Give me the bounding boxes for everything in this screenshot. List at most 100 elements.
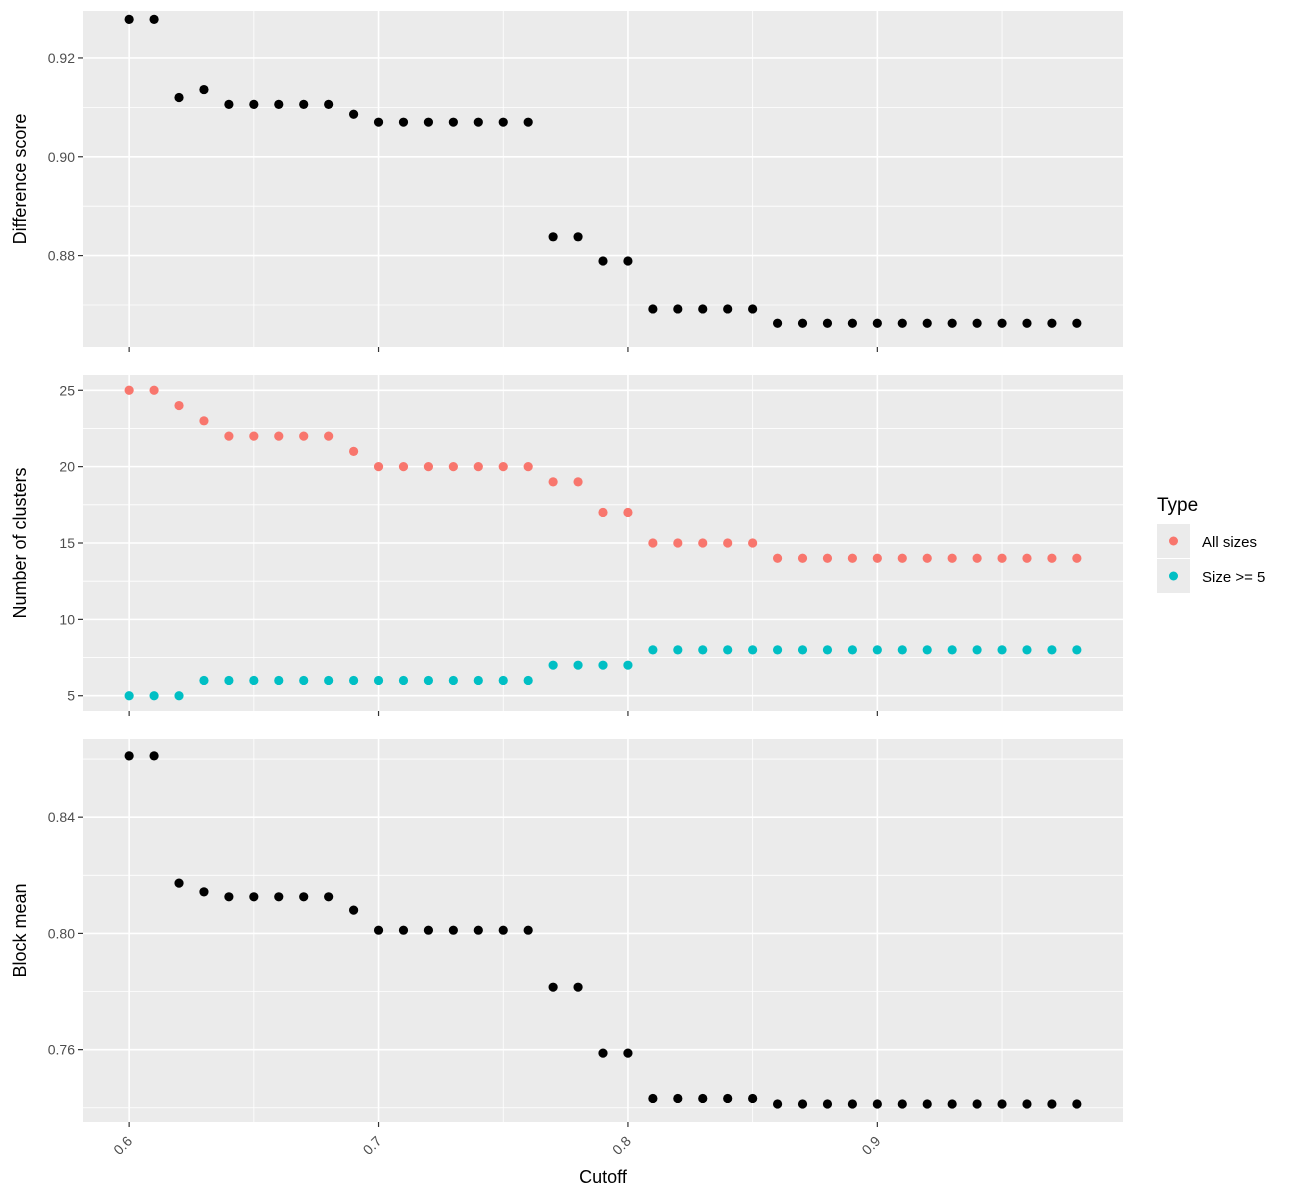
data-point <box>523 925 533 935</box>
panel-1: 0.88 0.90 0.92 Difference score <box>10 11 1123 352</box>
data-point <box>947 318 957 328</box>
y-tick-label: 15 <box>59 535 75 551</box>
data-point <box>548 477 558 487</box>
data-point <box>473 925 483 935</box>
data-point <box>1047 553 1057 563</box>
data-point <box>274 99 284 109</box>
data-point <box>1022 553 1032 563</box>
data-point <box>299 99 309 109</box>
data-point <box>648 1093 658 1104</box>
data-point <box>922 553 932 563</box>
data-point <box>149 385 159 395</box>
data-point <box>748 304 758 314</box>
panel-background <box>83 11 1123 347</box>
y-tick-label: 10 <box>59 611 75 627</box>
data-point <box>573 477 583 487</box>
data-point <box>373 925 384 935</box>
data-point <box>897 1099 907 1109</box>
data-point <box>972 553 982 563</box>
data-point <box>149 14 159 24</box>
data-point <box>772 318 783 328</box>
data-point <box>398 117 409 127</box>
data-point <box>249 892 259 902</box>
data-point <box>922 645 932 655</box>
data-point <box>224 431 234 441</box>
data-point <box>1072 645 1082 655</box>
data-point <box>947 553 957 563</box>
data-point <box>872 645 882 655</box>
legend-label-size-ge-5: Size >= 5 <box>1202 569 1265 586</box>
data-point <box>249 99 259 109</box>
data-point <box>448 117 458 127</box>
y-tick-label: 0.92 <box>48 50 75 66</box>
data-point <box>872 1099 882 1109</box>
data-point <box>348 675 359 686</box>
data-point <box>698 304 708 314</box>
data-point <box>348 905 359 915</box>
x-tick-label: 0.9 <box>858 1133 883 1158</box>
data-point <box>373 675 384 686</box>
y-tick-label: 0.80 <box>48 925 75 941</box>
data-point <box>174 400 184 411</box>
data-point <box>872 318 882 328</box>
data-point <box>324 892 334 902</box>
data-point <box>348 446 359 456</box>
data-point <box>423 117 434 127</box>
data-point <box>748 1093 758 1104</box>
data-point <box>224 675 234 686</box>
data-point <box>598 1048 608 1058</box>
data-point <box>324 431 334 441</box>
data-point <box>124 14 134 24</box>
data-point <box>1047 318 1057 328</box>
panel-3: 0.76 0.80 0.84 Block mean <box>10 739 1123 1127</box>
data-point <box>373 462 384 472</box>
data-point <box>847 645 858 655</box>
data-point <box>648 645 658 655</box>
data-point <box>872 553 882 563</box>
data-point <box>997 1099 1007 1109</box>
data-point <box>673 1093 683 1104</box>
data-point <box>623 256 633 266</box>
data-point <box>473 117 483 127</box>
data-point <box>324 99 334 109</box>
panel-2: 5 10 15 20 25 Number of clusters <box>10 375 1123 716</box>
y-axis-title: Block mean <box>10 883 30 977</box>
data-point <box>274 431 284 441</box>
data-point <box>473 462 483 472</box>
x-tick-label: 0.7 <box>360 1133 385 1158</box>
data-point <box>822 553 833 563</box>
x-tick-label: 0.6 <box>110 1133 135 1158</box>
data-point <box>623 507 633 518</box>
data-point <box>274 675 284 686</box>
x-axis-title: Cutoff <box>579 1167 628 1187</box>
legend-key-size-ge-5 <box>1169 571 1178 581</box>
data-point <box>199 675 209 686</box>
data-point <box>897 553 907 563</box>
y-tick-label: 25 <box>59 382 75 398</box>
data-point <box>997 318 1007 328</box>
legend-key-all-sizes <box>1169 536 1178 546</box>
data-point <box>124 691 134 701</box>
data-point <box>822 318 833 328</box>
data-point <box>448 925 458 935</box>
data-point <box>348 109 359 119</box>
data-point <box>648 304 658 314</box>
data-point <box>623 1048 633 1058</box>
data-point <box>673 304 683 314</box>
data-point <box>797 645 808 655</box>
data-point <box>1072 1099 1082 1109</box>
data-point <box>124 751 134 761</box>
panels: 0.88 0.90 0.92 Difference score 5 10 15 20 25 Num… <box>10 11 1123 1158</box>
data-point <box>947 1099 957 1109</box>
data-point <box>698 538 708 548</box>
data-point <box>299 431 309 441</box>
data-point <box>723 304 733 314</box>
data-point <box>573 232 583 242</box>
data-point <box>149 691 159 701</box>
data-point <box>548 982 558 992</box>
data-point <box>398 925 409 935</box>
y-tick-label: 0.84 <box>48 809 75 825</box>
data-point <box>972 318 982 328</box>
data-point <box>972 645 982 655</box>
data-point <box>997 645 1007 655</box>
